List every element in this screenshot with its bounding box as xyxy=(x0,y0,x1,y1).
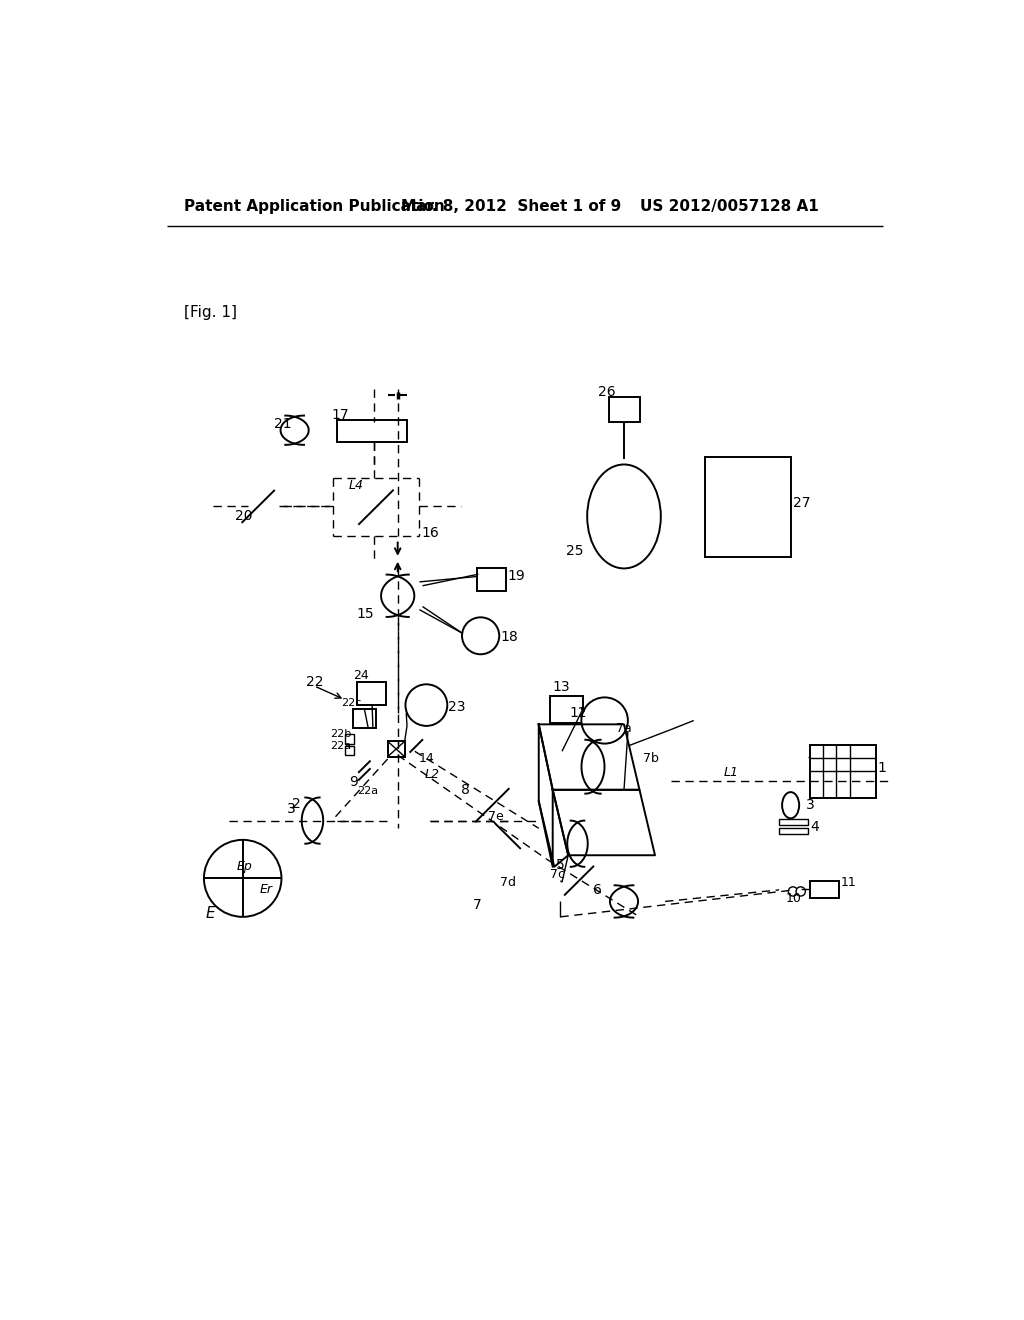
Text: L2: L2 xyxy=(425,768,440,781)
Circle shape xyxy=(462,618,500,655)
Text: 7c: 7c xyxy=(550,869,565,880)
Text: Ep: Ep xyxy=(237,861,252,874)
Text: 13: 13 xyxy=(553,680,570,694)
Bar xyxy=(810,880,840,898)
Circle shape xyxy=(406,684,447,726)
Bar xyxy=(352,709,376,729)
Text: 18: 18 xyxy=(501,631,518,644)
Bar xyxy=(550,696,583,723)
Text: 15: 15 xyxy=(356,607,374,622)
Text: Mar. 8, 2012  Sheet 1 of 9: Mar. 8, 2012 Sheet 1 of 9 xyxy=(400,198,621,214)
Text: 25: 25 xyxy=(566,544,584,558)
Text: 27: 27 xyxy=(793,496,810,511)
Text: 16: 16 xyxy=(421,527,438,540)
Text: 19: 19 xyxy=(508,569,525,582)
Bar xyxy=(608,397,640,422)
Text: L4: L4 xyxy=(349,479,364,492)
Text: 9: 9 xyxy=(349,775,357,789)
Text: 26: 26 xyxy=(598,384,616,399)
Text: 10: 10 xyxy=(785,892,801,906)
Bar xyxy=(779,818,809,825)
Text: 22b: 22b xyxy=(331,730,351,739)
Text: 4: 4 xyxy=(810,820,819,834)
Text: 12: 12 xyxy=(569,706,588,719)
Circle shape xyxy=(582,697,628,743)
Text: 11: 11 xyxy=(841,876,857,890)
Text: 3: 3 xyxy=(806,799,815,812)
Text: [Fig. 1]: [Fig. 1] xyxy=(183,305,237,319)
Text: 23: 23 xyxy=(449,700,466,714)
Bar xyxy=(345,746,354,755)
Text: 7a: 7a xyxy=(616,722,632,735)
Text: 8: 8 xyxy=(461,783,470,797)
Ellipse shape xyxy=(587,465,660,569)
Bar xyxy=(779,829,809,834)
Text: 14: 14 xyxy=(419,752,434,766)
Bar xyxy=(477,568,506,591)
Text: 7b: 7b xyxy=(643,752,659,766)
Text: 5: 5 xyxy=(556,858,564,873)
Text: Er: Er xyxy=(260,883,272,896)
Text: 22a: 22a xyxy=(331,741,351,751)
Circle shape xyxy=(796,887,805,896)
Text: 2: 2 xyxy=(292,797,301,810)
Text: 21: 21 xyxy=(273,417,291,432)
Bar xyxy=(810,744,876,797)
Text: 7e: 7e xyxy=(488,810,504,824)
Text: 6: 6 xyxy=(593,883,602,896)
Text: 7: 7 xyxy=(473,899,481,912)
Bar xyxy=(337,420,407,442)
Text: L1: L1 xyxy=(723,766,738,779)
Text: US 2012/0057128 A1: US 2012/0057128 A1 xyxy=(640,198,818,214)
Bar xyxy=(706,457,791,557)
Text: E: E xyxy=(206,906,215,920)
Text: 20: 20 xyxy=(234,510,253,524)
Text: 22c: 22c xyxy=(341,698,361,708)
Text: 3: 3 xyxy=(287,803,296,816)
Ellipse shape xyxy=(782,792,799,818)
Circle shape xyxy=(204,840,282,917)
Text: 24: 24 xyxy=(352,669,369,682)
Text: 17: 17 xyxy=(331,408,349,422)
Bar xyxy=(345,734,354,743)
Text: 7d: 7d xyxy=(500,875,516,888)
Circle shape xyxy=(788,887,798,896)
Text: 22a: 22a xyxy=(356,787,378,796)
Bar xyxy=(356,682,386,705)
Bar xyxy=(388,742,404,756)
Text: 22: 22 xyxy=(306,675,324,689)
Text: 1: 1 xyxy=(878,762,887,775)
Text: Patent Application Publication: Patent Application Publication xyxy=(183,198,444,214)
